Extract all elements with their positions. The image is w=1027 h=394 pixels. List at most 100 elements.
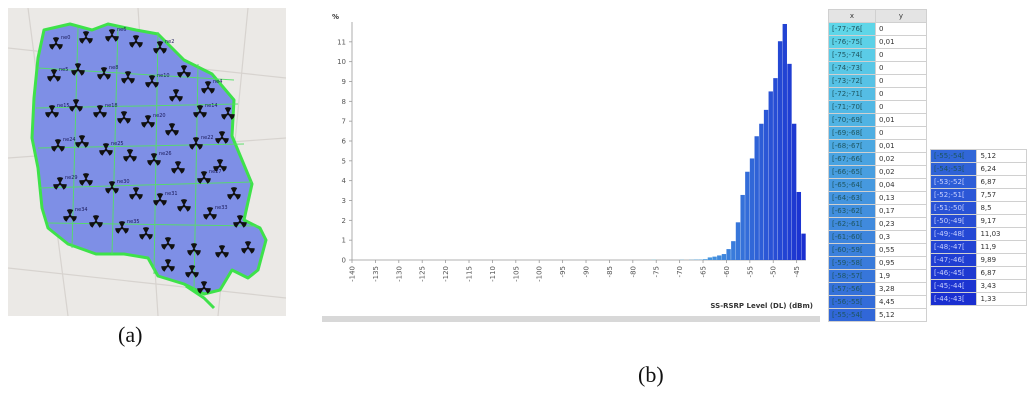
histogram-table-2: [-55;-54[5,12 [-54;-53[6,24 [-53;-52[6,87[… bbox=[929, 149, 1027, 306]
bin-range-cell: [-57;-56[ bbox=[828, 282, 876, 296]
y-tick-label: 8 bbox=[342, 98, 346, 106]
site-label: ne33 bbox=[215, 205, 228, 211]
cell-border bbox=[47, 222, 259, 227]
histogram-bar bbox=[796, 191, 802, 260]
table-row: [-61;-60[0,3 bbox=[828, 230, 927, 244]
site-label: ne20 bbox=[153, 113, 166, 119]
bin-value-cell: 9,17 bbox=[976, 214, 1027, 228]
bin-value-cell: 0,02 bbox=[875, 152, 927, 166]
bin-value-cell: 6,87 bbox=[976, 175, 1027, 189]
table-row: [-71;-70[0 bbox=[828, 100, 927, 114]
y-tick-label: 7 bbox=[342, 118, 346, 126]
table-row: [-44;-43[1,33 bbox=[929, 292, 1027, 306]
bin-range-cell: [-55;-54[ bbox=[929, 149, 978, 163]
cell-site-icon bbox=[45, 105, 59, 118]
bin-range-cell: [-58;-57[ bbox=[828, 269, 876, 283]
cell-site-icon bbox=[79, 173, 93, 186]
table-row: [-53;-52[6,87 bbox=[929, 175, 1027, 189]
y-tick-label: 1 bbox=[342, 237, 346, 245]
table-row: [-77;-76[0 bbox=[828, 22, 927, 36]
cell-borders bbox=[35, 25, 259, 291]
histogram-table-1: x y [-77;-76[0 [-76;-75[0,01 [-75;-74[0 [-7… bbox=[828, 9, 927, 322]
table-row: [-55;-54[5,12 bbox=[828, 308, 927, 322]
histogram-bar bbox=[782, 23, 787, 260]
bin-value-cell: 0,95 bbox=[875, 256, 927, 270]
site-label: ne22 bbox=[201, 135, 214, 141]
table-row: [-70;-69[0,01 bbox=[828, 113, 927, 127]
rsrp-histogram-panel: % SS-RSRP Level (DL) (dBm) 0 1 2 3 4 5 6 7 8 9 10 1… bbox=[322, 6, 820, 322]
table-row: [-72;-71[0 bbox=[828, 87, 927, 101]
cell-site-icon bbox=[139, 227, 153, 240]
cell-site-icon bbox=[171, 161, 185, 174]
bin-value-cell: 0 bbox=[875, 74, 927, 88]
site-label: ne10 bbox=[157, 73, 170, 79]
x-tick-label: -115 bbox=[466, 266, 474, 282]
histogram-bar bbox=[721, 254, 727, 260]
bin-value-cell: 0 bbox=[875, 48, 927, 62]
cell-site-icon bbox=[161, 237, 175, 250]
cell-site-icon bbox=[193, 105, 207, 118]
bin-value-cell: 0,04 bbox=[875, 178, 927, 192]
x-axis-title: SS-RSRP Level (DL) (dBm) bbox=[710, 302, 813, 310]
site-label: ne6 bbox=[117, 27, 126, 33]
cell-site-icon bbox=[89, 215, 103, 228]
bin-range-cell: [-59;-58[ bbox=[828, 256, 876, 270]
histogram-bar bbox=[759, 123, 764, 261]
bin-value-cell: 4,45 bbox=[875, 295, 927, 309]
bin-value-cell: 6,87 bbox=[976, 266, 1027, 280]
cell-site-icon bbox=[69, 99, 83, 112]
cell-site-icon bbox=[213, 159, 227, 172]
table-row: [-64;-63[0,13 bbox=[828, 191, 927, 205]
site-label: ne29 bbox=[65, 175, 78, 181]
cell-site-icon bbox=[117, 111, 131, 124]
y-axis-unit: % bbox=[332, 13, 339, 21]
cell-site-icon bbox=[47, 69, 61, 82]
table-row: [-67;-66[0,02 bbox=[828, 152, 927, 166]
x-tick-label: -110 bbox=[489, 266, 497, 282]
bin-range-cell: [-70;-69[ bbox=[828, 113, 876, 127]
histogram-bar bbox=[749, 158, 755, 260]
table-row: [-51;-50[8,5 bbox=[929, 201, 1027, 215]
table-row: [-74;-73[0 bbox=[828, 61, 927, 75]
x-tick-label: -90 bbox=[583, 266, 591, 277]
table-row: [-68;-67[0,01 bbox=[828, 139, 927, 153]
rsrp-histogram: % SS-RSRP Level (DL) (dBm) 0 1 2 3 4 5 6 7 8 9 10 1… bbox=[332, 13, 813, 310]
bin-range-cell: [-53;-52[ bbox=[929, 175, 978, 189]
caption-a: (a) bbox=[118, 322, 143, 347]
cell-site-icon bbox=[75, 135, 89, 148]
bin-range-cell: [-63;-62[ bbox=[828, 204, 876, 218]
x-tick-label: -105 bbox=[512, 266, 520, 282]
cell-site-icon bbox=[215, 131, 229, 144]
histogram-bar bbox=[735, 222, 741, 260]
table-row: [-49;-48[11,03 bbox=[929, 227, 1027, 241]
bin-value-cell: 0,13 bbox=[875, 191, 927, 205]
bin-range-cell: [-73;-72[ bbox=[828, 74, 876, 88]
site-label: ne8 bbox=[109, 65, 118, 71]
column-header-x: x bbox=[828, 9, 876, 23]
y-tick-label: 6 bbox=[342, 138, 347, 146]
y-tick-label: 2 bbox=[342, 217, 346, 225]
table-row: [-56;-55[4,45 bbox=[828, 295, 927, 309]
bin-value-cell: 0 bbox=[875, 126, 927, 140]
histogram-bar bbox=[777, 41, 783, 260]
bin-value-cell: 5,12 bbox=[976, 149, 1027, 163]
cell-site-icon bbox=[141, 115, 155, 128]
bin-value-cell: 0 bbox=[875, 61, 927, 75]
caption-b: (b) bbox=[638, 362, 664, 387]
bin-range-cell: [-46;-45[ bbox=[929, 266, 978, 280]
cell-site-icon bbox=[189, 137, 203, 150]
bin-value-cell: 1,33 bbox=[976, 292, 1027, 306]
table-row: [-54;-53[6,24 bbox=[929, 162, 1027, 176]
bin-value-cell: 11,03 bbox=[976, 227, 1027, 241]
cell-border bbox=[153, 31, 159, 275]
x-tick-label: -100 bbox=[536, 266, 544, 282]
x-tick-label: -55 bbox=[746, 266, 754, 277]
table-row: [-63;-62[0,17 bbox=[828, 204, 927, 218]
cell-site-icon bbox=[177, 65, 191, 78]
cell-site-icon bbox=[115, 221, 129, 234]
table-row: [-76;-75[0,01 bbox=[828, 35, 927, 49]
site-label: ne18 bbox=[105, 103, 118, 109]
cell-site-icon bbox=[123, 149, 137, 162]
cell-site-icon bbox=[215, 245, 229, 258]
bin-range-cell: [-55;-54[ bbox=[828, 308, 876, 322]
